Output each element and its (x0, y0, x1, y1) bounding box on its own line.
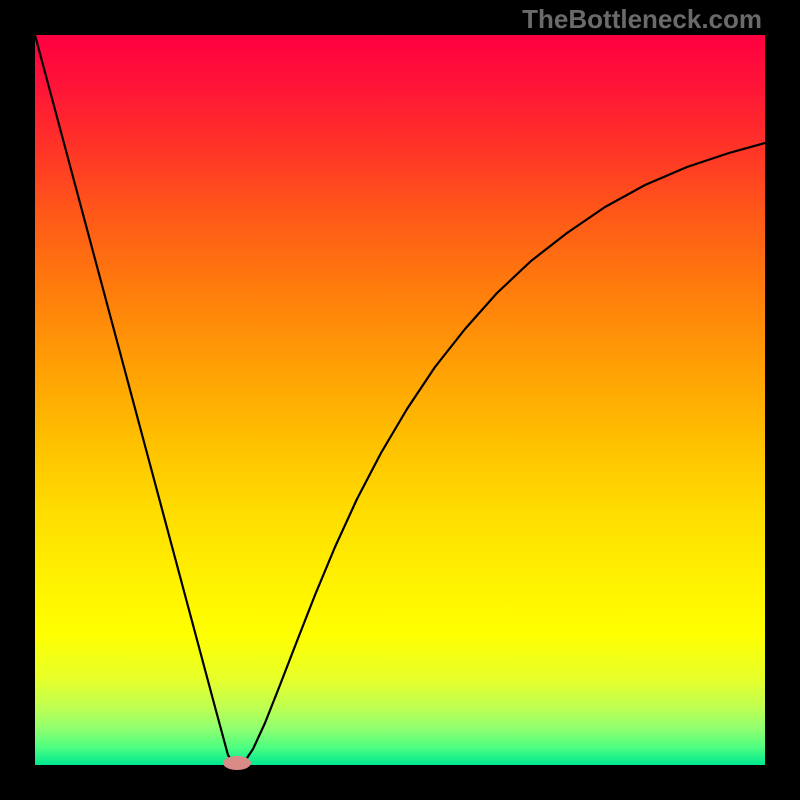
chart-container: TheBottleneck.com (0, 0, 800, 800)
bottleneck-curve (35, 35, 765, 765)
optimal-marker (223, 756, 251, 770)
plot-area (35, 35, 765, 765)
watermark-text: TheBottleneck.com (522, 4, 762, 35)
